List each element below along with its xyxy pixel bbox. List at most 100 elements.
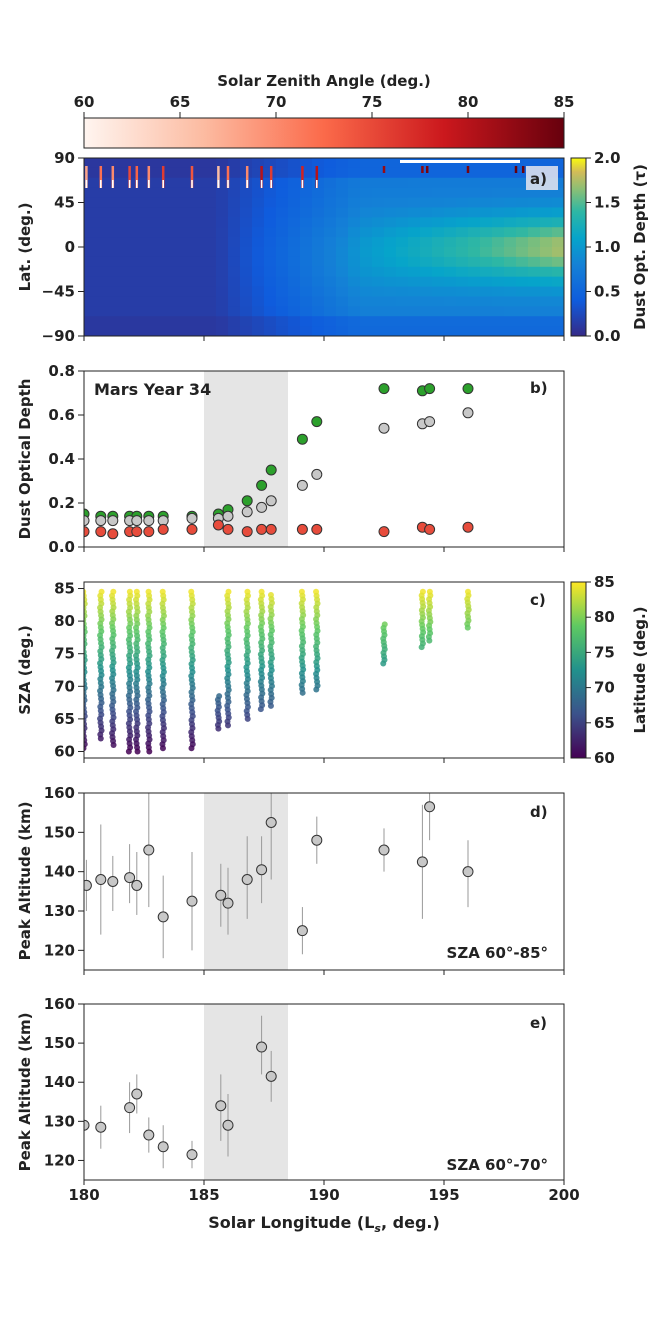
heatmap-cell [336, 167, 349, 179]
colorbar-tick-label: 70 [594, 679, 615, 697]
heatmap-cell [180, 158, 193, 169]
y-tick-label: 0.6 [48, 406, 75, 424]
heatmap-cell [192, 247, 205, 258]
panel-a-tag: a) [530, 170, 547, 188]
heatmap-cell [120, 316, 133, 327]
heatmap-cell [336, 316, 349, 327]
heatmap-cell [216, 167, 229, 179]
heatmap-cell [228, 276, 241, 288]
heatmap-cell [132, 326, 145, 336]
y-tick-label: 65 [54, 710, 75, 728]
heatmap-cell [300, 306, 313, 317]
heatmap-cell [120, 296, 133, 307]
heatmap-cell [132, 276, 145, 288]
heatmap-cell [312, 158, 325, 169]
heatmap-cell [348, 177, 361, 189]
heatmap-cell [216, 158, 229, 169]
heatmap-cell [552, 197, 564, 209]
heatmap-cell [372, 237, 385, 248]
heatmap-cell [216, 266, 229, 278]
heatmap-cell [396, 296, 409, 307]
sza-point [380, 660, 387, 667]
heatmap-cell [492, 276, 505, 288]
heatmap-cell [324, 286, 337, 298]
altitude-point [95, 874, 107, 886]
heatmap-cell [420, 227, 433, 238]
heatmap-cell [384, 187, 397, 199]
y-tick-label: −90 [42, 327, 75, 345]
altitude-point [131, 1088, 143, 1100]
heatmap-cell [96, 237, 109, 248]
heatmap-cell [312, 326, 325, 336]
heatmap-cell [132, 237, 145, 248]
heatmap-cell [144, 158, 157, 169]
heatmap-cell [84, 237, 97, 248]
heatmap-cell [468, 256, 481, 268]
heatmap-cell [324, 247, 337, 258]
y-tick-label: −45 [42, 283, 75, 301]
peak-altitude-points [84, 793, 474, 959]
sza-colorbar: Solar Zenith Angle (deg.) 60 65 70 75 80 85 [74, 72, 574, 149]
heatmap-cell [492, 316, 505, 327]
heatmap-cell [240, 286, 253, 298]
heatmap-cell [348, 276, 361, 288]
heatmap-cell [204, 266, 217, 278]
gray-point [241, 506, 253, 518]
colorbar-tick-label: 85 [594, 573, 615, 591]
heatmap-cell [468, 326, 481, 336]
heatmap-cell [288, 247, 301, 258]
red-point [84, 526, 90, 538]
heatmap-cell [456, 247, 469, 258]
panel-d: d) SZA 60°-85° 160 150 140 130 120 Peak Alti… [16, 784, 565, 971]
heatmap-cell [288, 256, 301, 268]
heatmap-cell [240, 276, 253, 288]
heatmap-cell [300, 286, 313, 298]
sza-points [84, 588, 472, 755]
heatmap-cell [348, 207, 361, 218]
heatmap-cell [288, 217, 301, 228]
heatmap-cell [168, 247, 181, 258]
panel-b: Mars Year 34 b) 0.8 0.6 0.4 0.2 0.0 Dust Opt… [16, 362, 565, 556]
heatmap-cell [96, 217, 109, 228]
heatmap-cell [528, 286, 541, 298]
heatmap-cell [96, 187, 109, 199]
heatmap-cell [324, 316, 337, 327]
heatmap-cell [504, 256, 517, 268]
heatmap-cell [396, 217, 409, 228]
heatmap-cell [348, 237, 361, 248]
heatmap-cell [192, 237, 205, 248]
heatmap-cell [312, 167, 325, 179]
heatmap-cell [336, 158, 349, 169]
panel-c-yaxis: 85 80 75 70 65 60 [54, 580, 84, 760]
heatmap-cell [240, 266, 253, 278]
heatmap-cell [372, 187, 385, 199]
heatmap-cell [552, 187, 564, 199]
heatmap-cell [348, 158, 361, 169]
colorbar-tick-label: 1.5 [594, 194, 621, 212]
x-tick-label: 200 [548, 1186, 579, 1204]
heatmap-cell [360, 197, 373, 209]
heatmap-cell [492, 207, 505, 218]
heatmap-cell [456, 187, 469, 199]
heatmap-cell [288, 187, 301, 199]
heatmap-cell [456, 167, 469, 179]
panel-a-tag-bg [526, 166, 558, 190]
gray-point [107, 515, 119, 527]
heatmap-cell [432, 158, 445, 169]
heatmap-cell [300, 167, 313, 179]
heatmap-cell [228, 247, 241, 258]
heatmap-cell [312, 187, 325, 199]
heatmap-cell [96, 276, 109, 288]
altitude-point [157, 1141, 169, 1153]
heatmap-cell [300, 158, 313, 169]
heatmap-cell [204, 296, 217, 307]
heatmap-cell [372, 276, 385, 288]
heatmap-cell [240, 326, 253, 336]
altitude-point [186, 895, 198, 907]
heatmap-cell [240, 296, 253, 307]
heatmap-cell [120, 276, 133, 288]
heatmap-cell [396, 177, 409, 189]
heatmap-cell [180, 207, 193, 218]
heatmap-cell [384, 158, 397, 169]
heatmap-cell [132, 306, 145, 317]
